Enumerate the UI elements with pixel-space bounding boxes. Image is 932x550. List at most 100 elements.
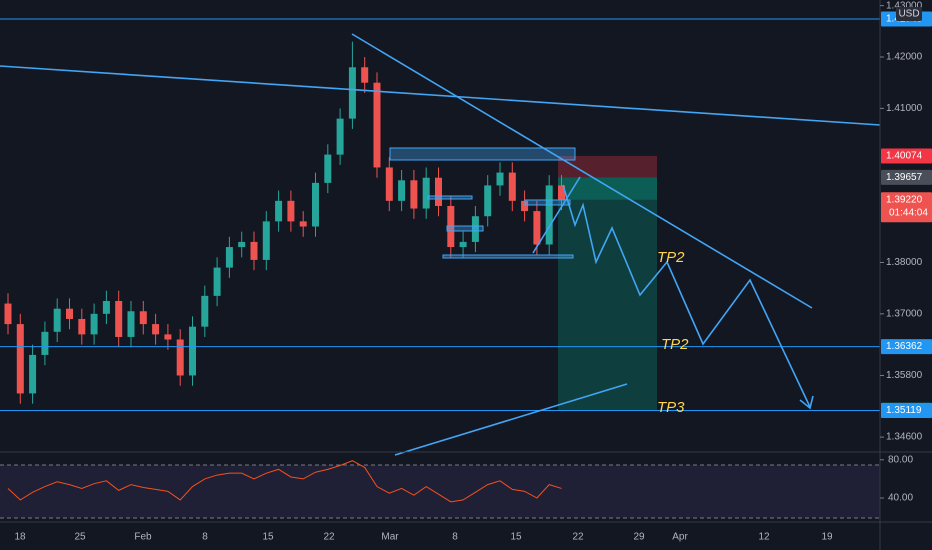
x-tick-label: 8: [202, 532, 208, 543]
rsi-line: [7, 460, 562, 503]
candle-body: [373, 82, 381, 168]
candle-body: [385, 167, 393, 201]
zone: [442, 254, 574, 259]
candle-body: [41, 331, 49, 355]
candle-body: [127, 311, 135, 337]
y-tick-label: 1.41000: [886, 103, 923, 114]
price-label: 1.35119: [886, 405, 922, 416]
y-tick-label: 1.43000: [886, 0, 923, 11]
tp-label: TP2: [657, 249, 685, 266]
price-label-box: [881, 339, 932, 355]
candle-body: [361, 67, 369, 83]
x-tick-label: 8: [452, 532, 458, 543]
candle-body: [139, 311, 147, 325]
candle-body: [471, 216, 479, 242]
candle-body: [78, 318, 86, 335]
range-box: [389, 147, 576, 161]
candle-body: [275, 200, 283, 222]
price-label-box: [881, 169, 932, 185]
y-tick-label: 1.35800: [886, 370, 923, 381]
candle-body: [53, 308, 61, 332]
x-tick-label: 15: [510, 532, 522, 543]
candle-body: [287, 200, 295, 222]
candle-body: [189, 326, 196, 376]
candle-body: [66, 308, 73, 319]
candle-body: [238, 241, 246, 248]
zone: [524, 199, 571, 206]
candle-body: [115, 300, 123, 337]
candle-body: [422, 177, 430, 209]
rsi-band: [0, 465, 880, 518]
candle-body: [348, 67, 356, 119]
candle-body: [213, 267, 221, 296]
y-tick-label: 1.34600: [886, 432, 923, 443]
candle-body: [16, 324, 24, 394]
candle-body: [312, 182, 319, 227]
x-tick-label: 19: [821, 532, 833, 543]
price-pane: [0, 18, 880, 411]
price-label: 1.36362: [886, 341, 923, 352]
candle-body: [250, 241, 258, 260]
candle-body: [533, 211, 541, 245]
candle-body: [29, 354, 37, 394]
candle-body: [324, 154, 332, 183]
candle-body: [90, 313, 98, 335]
candle-body: [410, 180, 418, 209]
tp-label: TP3: [657, 399, 685, 416]
candle-body: [102, 300, 110, 314]
countdown: 01:44:04: [889, 207, 928, 218]
x-tick-label: 15: [262, 532, 274, 543]
rsi-pane: [7, 460, 562, 503]
currency: USD: [898, 9, 919, 20]
price-label-box: [881, 192, 932, 223]
candle-body: [521, 200, 529, 212]
candle-body: [201, 295, 209, 327]
candle-body: [508, 172, 516, 201]
x-tick-label: Apr: [672, 532, 688, 543]
projection: [562, 184, 811, 408]
x-tick-label: Feb: [134, 532, 152, 543]
arrow-head: [799, 395, 814, 410]
axes: 1.43000 1.42000 1.41000 1.38000 1.37000 1.358…: [14, 0, 932, 543]
zone: [427, 195, 473, 200]
candle-body: [496, 172, 504, 186]
trend-line: [351, 33, 813, 309]
x-tick-label: Mar: [381, 532, 399, 543]
y-tick-label: 1.42000: [886, 52, 923, 63]
position-zone: [558, 177, 657, 411]
tp-label: TP2: [661, 336, 689, 353]
price-label-box: [881, 402, 932, 418]
x-tick-label: 25: [74, 532, 86, 543]
price-label: 1.40074: [886, 151, 923, 162]
trend-line: [0, 65, 881, 126]
candle-body: [299, 221, 307, 227]
projection: [532, 176, 581, 254]
y-tick-label: 1.37000: [886, 308, 923, 319]
x-tick-label: 18: [14, 532, 26, 543]
y-tick-label: 1.38000: [886, 257, 923, 268]
candle-body: [459, 241, 467, 248]
candle-body: [447, 205, 455, 248]
trend-line: [394, 383, 628, 456]
price-label: 1.39657: [886, 172, 923, 183]
zone: [446, 225, 484, 232]
candle-body: [484, 185, 492, 217]
candle-body: [545, 185, 553, 245]
currency-badge: [896, 7, 922, 21]
candle-body: [435, 177, 442, 206]
candle-body: [152, 324, 160, 335]
candle-body: [336, 118, 344, 155]
price-label-box: [881, 148, 932, 164]
rsi-tick-label: 40.00: [888, 493, 913, 504]
candle-body: [176, 339, 184, 376]
candle-body: [398, 180, 406, 201]
rsi-tick-label: 80.00: [888, 454, 913, 465]
x-tick-label: 29: [633, 532, 645, 543]
candle-body: [225, 247, 233, 268]
x-tick-label: 22: [572, 532, 584, 543]
price-label: 1.39220: [886, 194, 923, 205]
candle-body: [4, 303, 12, 325]
x-tick-label: 12: [758, 532, 770, 543]
